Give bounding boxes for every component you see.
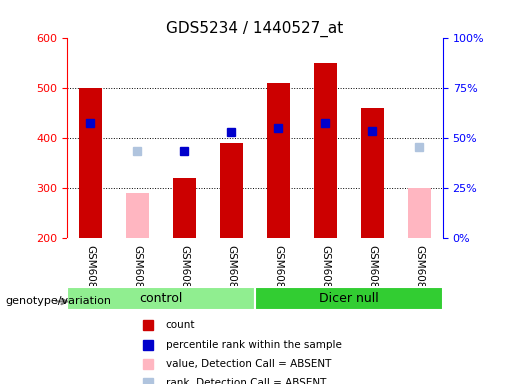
- Text: genotype/variation: genotype/variation: [5, 296, 111, 306]
- Text: Dicer null: Dicer null: [319, 292, 379, 305]
- Text: GSM608135: GSM608135: [320, 245, 331, 308]
- Bar: [220, 143, 243, 238]
- Bar: [408, 188, 431, 238]
- Text: rank, Detection Call = ABSENT: rank, Detection Call = ABSENT: [165, 378, 326, 384]
- Text: percentile rank within the sample: percentile rank within the sample: [165, 339, 341, 349]
- Text: GSM608132: GSM608132: [179, 245, 190, 308]
- Title: GDS5234 / 1440527_at: GDS5234 / 1440527_at: [166, 21, 344, 37]
- Text: GSM608136: GSM608136: [367, 245, 377, 308]
- Text: GSM608137: GSM608137: [415, 245, 424, 308]
- Text: GSM608131: GSM608131: [132, 245, 143, 308]
- Text: control: control: [139, 292, 183, 305]
- Text: count: count: [165, 320, 195, 330]
- FancyBboxPatch shape: [67, 287, 255, 310]
- Text: GSM608133: GSM608133: [227, 245, 236, 308]
- Text: GSM608134: GSM608134: [273, 245, 283, 308]
- Text: GSM608130: GSM608130: [85, 245, 95, 308]
- Bar: [360, 108, 384, 238]
- FancyBboxPatch shape: [255, 287, 443, 310]
- Bar: [314, 63, 337, 238]
- Bar: [126, 193, 149, 238]
- Bar: [79, 88, 102, 238]
- Bar: [267, 83, 290, 238]
- Bar: [173, 178, 196, 238]
- Text: value, Detection Call = ABSENT: value, Detection Call = ABSENT: [165, 359, 331, 369]
